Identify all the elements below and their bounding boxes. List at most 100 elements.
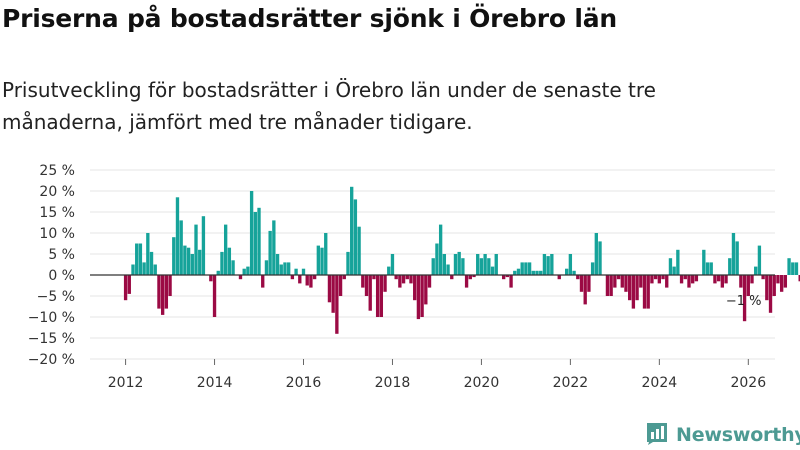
bar — [765, 275, 769, 301]
bar — [175, 197, 180, 275]
bar — [361, 275, 365, 288]
bar — [261, 275, 265, 288]
bar — [231, 260, 235, 275]
last-value-label: −1 % — [726, 294, 762, 309]
y-tick-label: −20 % — [28, 352, 75, 368]
bar — [294, 268, 298, 275]
bar — [138, 243, 143, 275]
bar — [650, 275, 654, 284]
bar — [620, 275, 624, 288]
bar — [598, 241, 602, 275]
bar — [457, 251, 461, 275]
bar — [342, 275, 346, 280]
bar — [583, 275, 587, 305]
bar — [661, 275, 665, 280]
bar — [794, 262, 799, 275]
bar — [590, 262, 595, 275]
x-tick-label: 2014 — [197, 375, 233, 391]
bar — [190, 254, 194, 275]
x-tick-label: 2012 — [108, 375, 144, 391]
bar — [468, 275, 472, 280]
bar — [305, 275, 309, 286]
bar — [505, 275, 510, 278]
bar — [728, 258, 732, 275]
bar — [209, 275, 213, 282]
bar — [531, 270, 535, 275]
bar — [542, 254, 547, 275]
bar — [731, 233, 736, 275]
bar — [509, 275, 513, 288]
bar — [346, 251, 350, 275]
bar — [464, 275, 469, 288]
bar — [398, 275, 402, 288]
bar — [472, 275, 476, 278]
bar — [676, 249, 680, 275]
bar — [527, 262, 532, 275]
bar — [798, 275, 800, 282]
bar — [609, 275, 613, 296]
y-tick-label: −15 % — [28, 331, 75, 347]
bar — [438, 224, 443, 275]
brand-name: Newsworthy — [676, 424, 800, 446]
bar — [639, 275, 643, 288]
bar — [705, 262, 710, 275]
bar — [616, 275, 621, 280]
bar — [253, 212, 257, 275]
bar — [568, 254, 573, 275]
bar — [435, 243, 439, 275]
bar — [783, 275, 788, 288]
bar — [298, 275, 302, 284]
chart-subtitle: Prisutveckling för bostadsrätter i Örebr… — [2, 78, 656, 134]
bar — [657, 275, 661, 284]
chart-title: Priserna på bostadsrätter sjönk i Örebro… — [2, 4, 617, 33]
bar — [631, 275, 636, 309]
bar — [427, 275, 432, 288]
bar — [494, 254, 498, 275]
bar — [605, 275, 610, 296]
bar — [223, 224, 228, 275]
bar — [268, 230, 272, 275]
bar — [691, 275, 695, 284]
bar-chart-logo-icon — [644, 420, 670, 450]
bar — [546, 256, 550, 275]
x-axis: 2012 2014 2016 2018 2020 2022 2024 2026 — [108, 359, 766, 391]
bar — [653, 275, 658, 280]
bar — [372, 275, 376, 280]
bar — [557, 275, 561, 280]
bar — [127, 275, 131, 294]
y-tick-label: −5 % — [37, 289, 75, 305]
bar — [487, 258, 491, 275]
x-tick-label: 2022 — [553, 375, 589, 391]
bar — [364, 275, 369, 296]
bar — [779, 275, 784, 292]
bar — [264, 260, 269, 275]
bar — [490, 266, 495, 275]
bar — [164, 275, 169, 309]
bar — [754, 266, 758, 275]
y-tick-label: 5 % — [48, 247, 75, 263]
bar — [316, 245, 320, 275]
bar — [431, 258, 435, 275]
bar — [338, 275, 343, 296]
bar — [739, 275, 743, 288]
bar — [420, 275, 424, 317]
bar — [357, 226, 361, 275]
bar — [160, 275, 165, 315]
bar-chart: 25 % 20 % 15 % 10 % 5 % 0 % −5 % −10 % −15 % −20 … — [28, 163, 800, 391]
bar — [709, 262, 713, 275]
bar — [335, 275, 339, 334]
bar — [149, 251, 154, 275]
bar — [461, 258, 465, 275]
bar — [220, 251, 224, 275]
bar — [409, 275, 413, 284]
x-tick-label: 2016 — [286, 375, 322, 391]
bar — [635, 275, 639, 301]
bar — [791, 262, 795, 275]
y-axis-tick-labels: 25 % 20 % 15 % 10 % 5 % 0 % −5 % −10 % −15 % −20 … — [28, 163, 75, 368]
bar — [479, 258, 484, 275]
bar — [539, 270, 543, 275]
bar — [624, 275, 628, 292]
bar — [216, 270, 220, 275]
bar — [424, 275, 428, 305]
bar — [212, 275, 217, 317]
